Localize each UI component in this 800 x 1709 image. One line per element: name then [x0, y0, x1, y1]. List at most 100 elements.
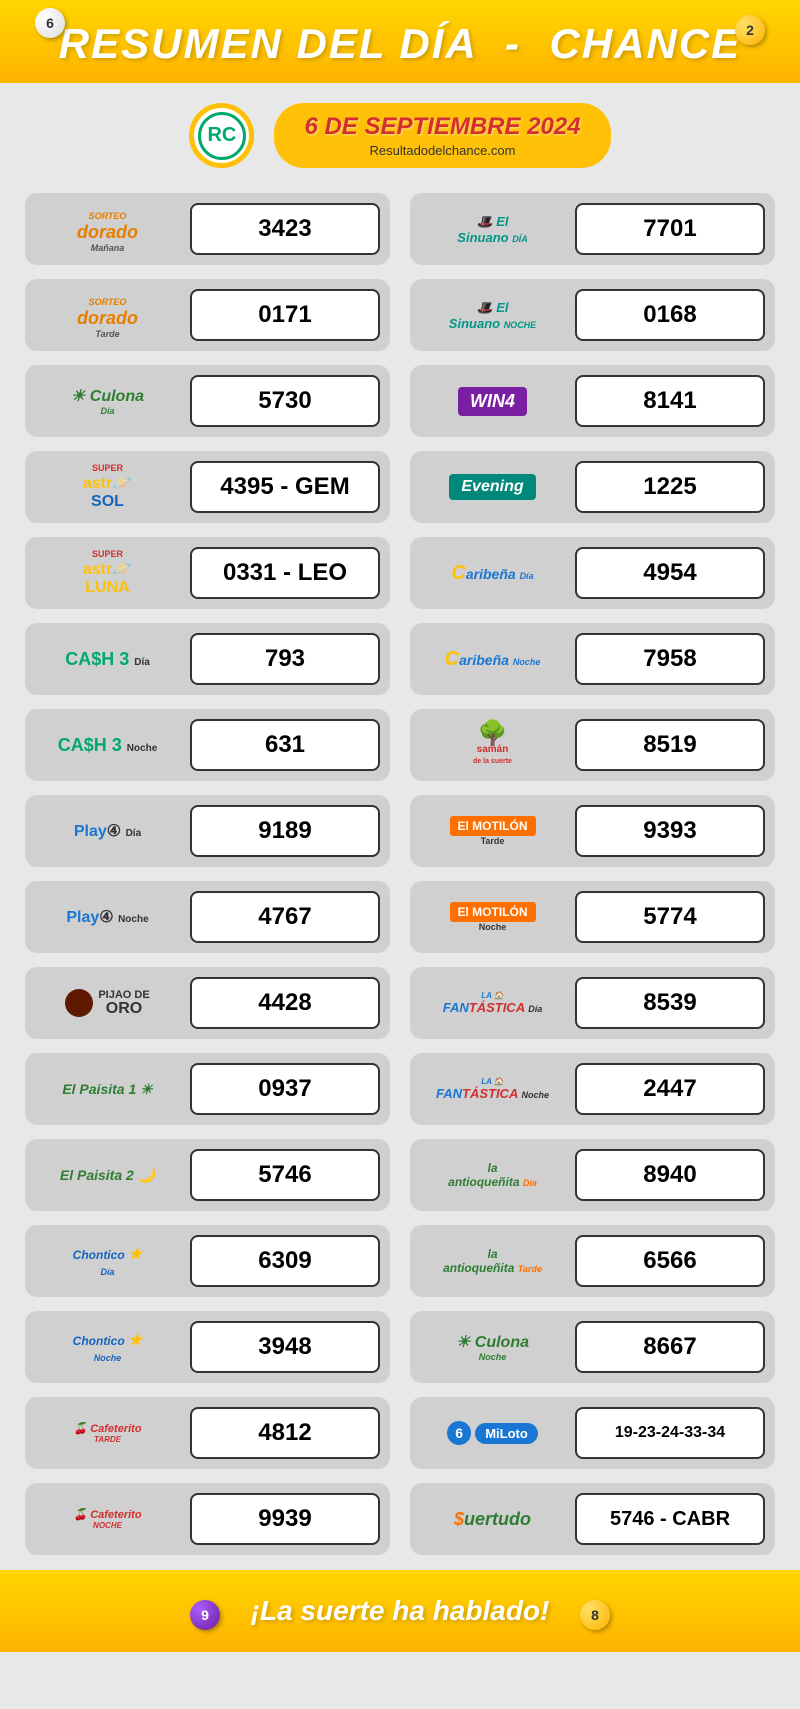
- lottery-logo: SUPERastr🪐SOL: [35, 459, 180, 515]
- lottery-logo: SORTEOdoradoMañana: [35, 201, 180, 257]
- result-card: 🍒 CafeteritoTARDE 4812: [25, 1397, 390, 1469]
- lottery-logo: LA 🏠FANTÁSTICA Noche: [420, 1061, 565, 1117]
- result-value: 4767: [190, 891, 380, 943]
- lottery-logo: laantioqueñita Día: [420, 1147, 565, 1203]
- result-value: 5730: [190, 375, 380, 427]
- date-box: 6 DE SEPTIEMBRE 2024 Resultadodelchance.…: [274, 103, 610, 168]
- result-card: laantioqueñita Tarde 6566: [410, 1225, 775, 1297]
- result-value: 9393: [575, 805, 765, 857]
- result-card: El Paisita 2 🌙 5746: [25, 1139, 390, 1211]
- result-value: 793: [190, 633, 380, 685]
- result-value: 3423: [190, 203, 380, 255]
- date-section: RC 6 DE SEPTIEMBRE 2024 Resultadodelchan…: [0, 83, 800, 178]
- result-value: 4954: [575, 547, 765, 599]
- lottery-logo: SORTEOdoradoTarde: [35, 287, 180, 343]
- lottery-logo: ☀ CulonaNoche: [420, 1319, 565, 1375]
- title-right: CHANCE: [550, 20, 742, 67]
- result-value: 2447: [575, 1063, 765, 1115]
- result-value: 0171: [190, 289, 380, 341]
- result-card: LA 🏠FANTÁSTICA Día 8539: [410, 967, 775, 1039]
- lottery-logo: Caribeña Noche: [420, 631, 565, 687]
- lottery-logo: CA$H 3 Día: [35, 631, 180, 687]
- title-left: RESUMEN DEL DÍA: [59, 20, 476, 67]
- rc-badge: RC: [189, 103, 254, 168]
- result-card: Play④ Día 9189: [25, 795, 390, 867]
- lottery-ball-icon: 9: [190, 1600, 220, 1630]
- result-card: Caribeña Día 4954: [410, 537, 775, 609]
- result-card: 🌳samánde la suerte 8519: [410, 709, 775, 781]
- result-card: El Paisita 1 ☀ 0937: [25, 1053, 390, 1125]
- result-card: laantioqueñita Día 8940: [410, 1139, 775, 1211]
- result-card: Chontico ★Noche 3948: [25, 1311, 390, 1383]
- result-card: SORTEOdoradoTarde 0171: [25, 279, 390, 351]
- result-card: 🍒 CafeteritoNOCHE 9939: [25, 1483, 390, 1555]
- result-card: El MOTILÓNTarde 9393: [410, 795, 775, 867]
- result-value: 1225: [575, 461, 765, 513]
- result-card: ☀ CulonaNoche 8667: [410, 1311, 775, 1383]
- result-value: 8539: [575, 977, 765, 1029]
- lottery-ball-icon: 2: [735, 15, 765, 45]
- lottery-logo: PIJAO DEORO: [35, 975, 180, 1031]
- lottery-logo: Chontico ★Noche: [35, 1319, 180, 1375]
- result-value: 4428: [190, 977, 380, 1029]
- result-value: 4395 - GEM: [190, 461, 380, 513]
- result-value: 19-23-24-33-34: [575, 1407, 765, 1459]
- result-value: 631: [190, 719, 380, 771]
- result-card: Evening 1225: [410, 451, 775, 523]
- lottery-logo: Play④ Noche: [35, 889, 180, 945]
- lottery-logo: 6MiLoto: [420, 1405, 565, 1461]
- result-value: 8141: [575, 375, 765, 427]
- lottery-logo: CA$H 3 Noche: [35, 717, 180, 773]
- lottery-logo: 🎩 ElSinuano NOCHE: [420, 287, 565, 343]
- date-text: 6 DE SEPTIEMBRE 2024: [304, 113, 580, 141]
- result-card: SUPERastr🪐LUNA 0331 - LEO: [25, 537, 390, 609]
- result-card: 🎩 ElSinuano DÍA 7701: [410, 193, 775, 265]
- results-container: SORTEOdoradoMañana 3423 SORTEOdoradoTard…: [0, 178, 800, 1570]
- rc-badge-text: RC: [198, 112, 246, 160]
- page-title: RESUMEN DEL DÍA - CHANCE: [10, 20, 790, 68]
- result-card: SORTEOdoradoMañana 3423: [25, 193, 390, 265]
- header-banner: 6 2 RESUMEN DEL DÍA - CHANCE: [0, 0, 800, 83]
- lottery-logo: 🎩 ElSinuano DÍA: [420, 201, 565, 257]
- lottery-ball-icon: 8: [580, 1600, 610, 1630]
- result-value: 8667: [575, 1321, 765, 1373]
- lottery-logo: El Paisita 1 ☀: [35, 1061, 180, 1117]
- left-column: SORTEOdoradoMañana 3423 SORTEOdoradoTard…: [25, 193, 390, 1555]
- lottery-logo: laantioqueñita Tarde: [420, 1233, 565, 1289]
- result-value: 8940: [575, 1149, 765, 1201]
- result-value: 4812: [190, 1407, 380, 1459]
- lottery-logo: El MOTILÓNNoche: [420, 889, 565, 945]
- lottery-logo: 🍒 CafeteritoTARDE: [35, 1405, 180, 1461]
- result-value: 3948: [190, 1321, 380, 1373]
- lottery-logo: Caribeña Día: [420, 545, 565, 601]
- result-card: 🎩 ElSinuano NOCHE 0168: [410, 279, 775, 351]
- result-value: 5746 - CABR: [575, 1493, 765, 1545]
- result-card: LA 🏠FANTÁSTICA Noche 2447: [410, 1053, 775, 1125]
- right-column: 🎩 ElSinuano DÍA 7701 🎩 ElSinuano NOCHE 0…: [410, 193, 775, 1555]
- result-value: 0937: [190, 1063, 380, 1115]
- result-card: Play④ Noche 4767: [25, 881, 390, 953]
- result-value: 6566: [575, 1235, 765, 1287]
- result-value: 5746: [190, 1149, 380, 1201]
- lottery-logo: 🍒 CafeteritoNOCHE: [35, 1491, 180, 1547]
- lottery-logo: LA 🏠FANTÁSTICA Día: [420, 975, 565, 1031]
- lottery-logo: Evening: [420, 459, 565, 515]
- lottery-logo: Chontico ★Día: [35, 1233, 180, 1289]
- result-card: CA$H 3 Día 793: [25, 623, 390, 695]
- result-value: 8519: [575, 719, 765, 771]
- result-card: El MOTILÓNNoche 5774: [410, 881, 775, 953]
- result-value: 7701: [575, 203, 765, 255]
- lottery-ball-icon: 6: [35, 8, 65, 38]
- lottery-logo: Play④ Día: [35, 803, 180, 859]
- result-card: CA$H 3 Noche 631: [25, 709, 390, 781]
- lottery-logo: $uertudo: [420, 1491, 565, 1547]
- result-value: 5774: [575, 891, 765, 943]
- result-card: Chontico ★Día 6309: [25, 1225, 390, 1297]
- lottery-logo: SUPERastr🪐LUNA: [35, 545, 180, 601]
- result-value: 9939: [190, 1493, 380, 1545]
- result-card: SUPERastr🪐SOL 4395 - GEM: [25, 451, 390, 523]
- date-url: Resultadodelchance.com: [304, 143, 580, 158]
- footer-text: ¡La suerte ha hablado!: [10, 1595, 790, 1627]
- result-value: 0331 - LEO: [190, 547, 380, 599]
- result-value: 7958: [575, 633, 765, 685]
